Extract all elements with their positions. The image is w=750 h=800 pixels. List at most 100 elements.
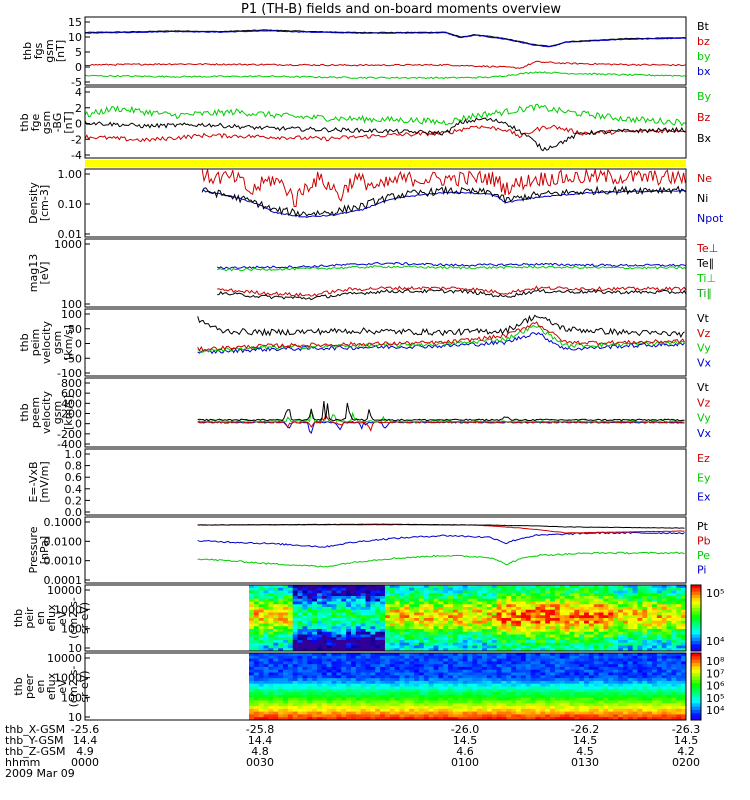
spectrogram-cell [384, 615, 391, 619]
spectrogram-cell [671, 609, 677, 613]
spectrogram-cell [404, 694, 410, 699]
spectrogram-cell [428, 615, 435, 619]
spectrogram-cell [418, 609, 425, 613]
legend-entry: Pe [697, 549, 710, 562]
spectrogram-cell [652, 615, 658, 619]
legend-entry: Vt [697, 381, 710, 394]
spectrogram-cell [409, 689, 415, 693]
spectrogram-cell [350, 669, 357, 674]
spectrogram-cell [564, 680, 570, 685]
spectrogram-cell [627, 689, 634, 693]
spectrogram-cell [307, 640, 313, 644]
spectrogram-cell [375, 615, 381, 619]
y-axis-label: E=-VxB[mV/m] [27, 461, 51, 502]
spectrogram-cell [389, 587, 396, 591]
spectrogram-cell [525, 703, 532, 707]
spectrogram-cell [584, 703, 590, 707]
spectrogram-cell [559, 604, 566, 608]
spectrogram-cell [545, 680, 551, 685]
spectrogram-cell [365, 590, 371, 594]
spectrogram-cell [307, 692, 313, 696]
spectrogram-cell [632, 618, 638, 622]
spectrogram-cell [579, 655, 585, 660]
spectrogram-cell [360, 607, 367, 611]
spectrogram-cell [632, 717, 638, 721]
spectrogram-cell [647, 697, 653, 701]
spectrogram-cell [258, 598, 265, 602]
spectrogram-cell [268, 596, 274, 600]
spectrogram-cell [302, 631, 308, 635]
spectrogram-cell [409, 711, 415, 715]
spectrogram-cell [603, 706, 609, 710]
y-tick-label: 0.0 [65, 506, 83, 519]
spectrogram-cell [554, 680, 561, 685]
spectrogram-cell [477, 661, 483, 665]
spectrogram-cell [380, 697, 386, 701]
spectrogram-cell [365, 678, 371, 682]
spectrogram-cell [258, 609, 265, 613]
spectrogram-cell [540, 626, 546, 630]
spectrogram-cell [282, 648, 289, 652]
spectrogram-cell [370, 642, 376, 646]
spectrogram-cell [297, 612, 303, 616]
spectrogram-cell [530, 717, 536, 721]
spectrogram-cell [540, 706, 546, 710]
spectrogram-cell [603, 640, 609, 644]
spectrogram-cell [443, 601, 449, 605]
spectrogram-cell [681, 661, 687, 665]
spectrogram-cell [336, 620, 342, 624]
spectrogram-cell [321, 601, 328, 605]
spectrogram-cell [389, 585, 396, 589]
spectrogram-cell [642, 664, 648, 668]
spectrogram-cell [312, 626, 318, 630]
spectrogram-cell [316, 661, 323, 665]
spectrogram-cell [627, 658, 634, 662]
spectrogram-cell [491, 683, 498, 687]
spectrogram-cell [249, 672, 255, 676]
spectrogram-cell [598, 609, 604, 613]
spectrogram-cell [666, 714, 672, 718]
spectrogram-cell [676, 689, 682, 693]
spectrogram-cell [263, 714, 269, 718]
spectrogram-cell [258, 634, 265, 638]
spectrogram-cell [554, 664, 561, 668]
spectrogram-cell [554, 655, 561, 660]
spectrogram-cell [287, 661, 294, 665]
legend-entry: Ez [697, 452, 710, 465]
spectrogram-cell [341, 697, 347, 701]
spectrogram-cell [389, 717, 396, 721]
y-axis-label-line: [mV/m] [38, 461, 51, 502]
spectrogram-cell [312, 620, 318, 624]
spectrogram-cell [389, 640, 396, 644]
spectrogram-cell [486, 717, 493, 721]
spectrogram-cell [350, 596, 357, 600]
spectrogram-cell [540, 645, 546, 649]
y-tick-label: 10 [68, 711, 82, 724]
spectrogram-cell [370, 661, 376, 665]
spectrogram-cell [530, 645, 536, 649]
spectrogram-cell [321, 590, 328, 594]
spectrogram-cell [394, 587, 401, 591]
spectrogram-cell [278, 596, 284, 600]
spectrogram-cell [530, 658, 536, 662]
spectrogram-cell [482, 686, 488, 690]
spectrogram-cell [618, 645, 624, 649]
spectrogram-cell [535, 655, 541, 660]
spectrogram-cell [278, 645, 284, 649]
spectrogram-cell [423, 587, 430, 591]
spectrogram-cell [375, 666, 381, 671]
spectrogram-cell [588, 601, 595, 605]
spectrogram-cell [394, 642, 401, 646]
spectrogram-cell [394, 686, 401, 690]
spectrogram-cell [389, 645, 396, 649]
spectrogram-cell [671, 694, 677, 699]
spectrogram-cell [530, 653, 536, 657]
spectrogram-cell [642, 706, 648, 710]
spectrogram-cell [258, 678, 265, 682]
spectrogram-cell [360, 669, 367, 674]
spectrogram-cell [273, 666, 279, 671]
y-tick-label: 1.0 [65, 448, 83, 461]
spectrogram-cell [375, 640, 381, 644]
spectrogram-cell [472, 634, 478, 638]
spectrogram-cell [467, 623, 473, 627]
